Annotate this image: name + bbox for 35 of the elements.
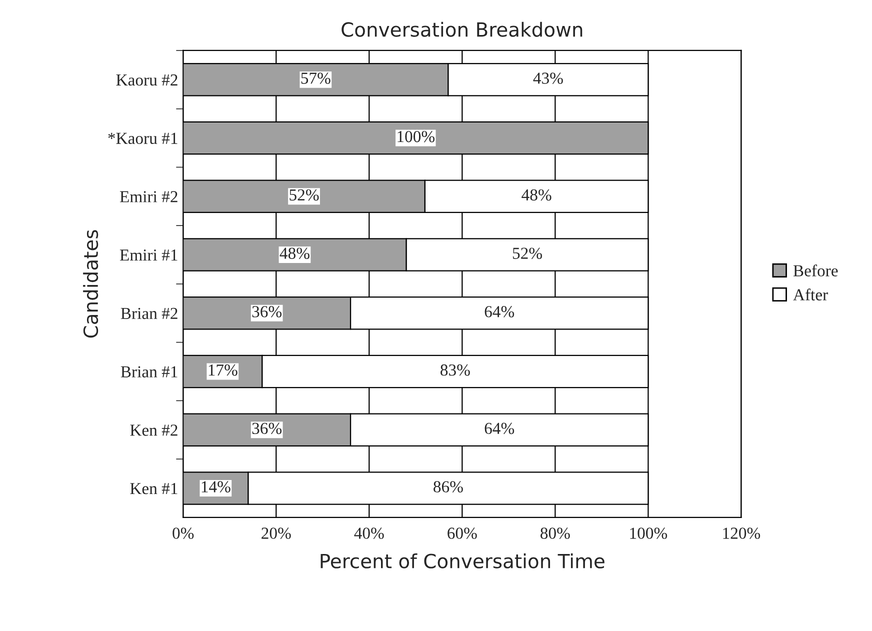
y-tick-label: Brian #2 [120,308,178,320]
y-tick-label: Ken #1 [130,483,178,494]
y-tick-label: Brian #1 [120,366,178,378]
data-label: 36% [252,306,282,318]
x-tick-label: 80% [540,528,570,539]
data-label: 57% [301,72,330,84]
y-axis-title: Candidates [83,230,98,338]
x-tick-label: 120% [723,528,760,539]
y-tick-label: Kaoru #2 [116,74,178,86]
chart-title: Conversation Breakdown [342,22,582,37]
data-label: 17% [208,364,238,376]
data-label: 83% [440,364,470,376]
data-label: 36% [252,422,282,434]
x-axis-title: Percent of Conversation Time [320,553,604,568]
x-tick-label: 20% [262,528,291,539]
x-tick-label: 100% [630,528,668,539]
x-tick-label: 40% [354,528,384,539]
data-label: 48% [280,248,310,259]
data-label: 100% [398,130,435,142]
y-tick-label: Ken #2 [130,424,178,436]
data-label: 14% [202,481,230,492]
data-label: 48% [522,189,552,201]
data-label: 52% [290,189,319,201]
data-label: 86% [434,481,463,492]
data-label: 64% [484,422,514,434]
x-tick-label: 60% [448,528,477,539]
x-tick-label: 0% [172,528,194,539]
data-label: 64% [484,306,514,318]
legend-label: Before [793,264,838,276]
y-tick-label: Emiri #1 [120,250,178,261]
y-tick-label: *Kaoru #1 [108,132,178,144]
legend-label: After [793,288,828,300]
data-label: 43% [533,72,563,84]
data-label: 52% [512,248,542,259]
y-tick-label: Emiri #2 [120,191,178,202]
